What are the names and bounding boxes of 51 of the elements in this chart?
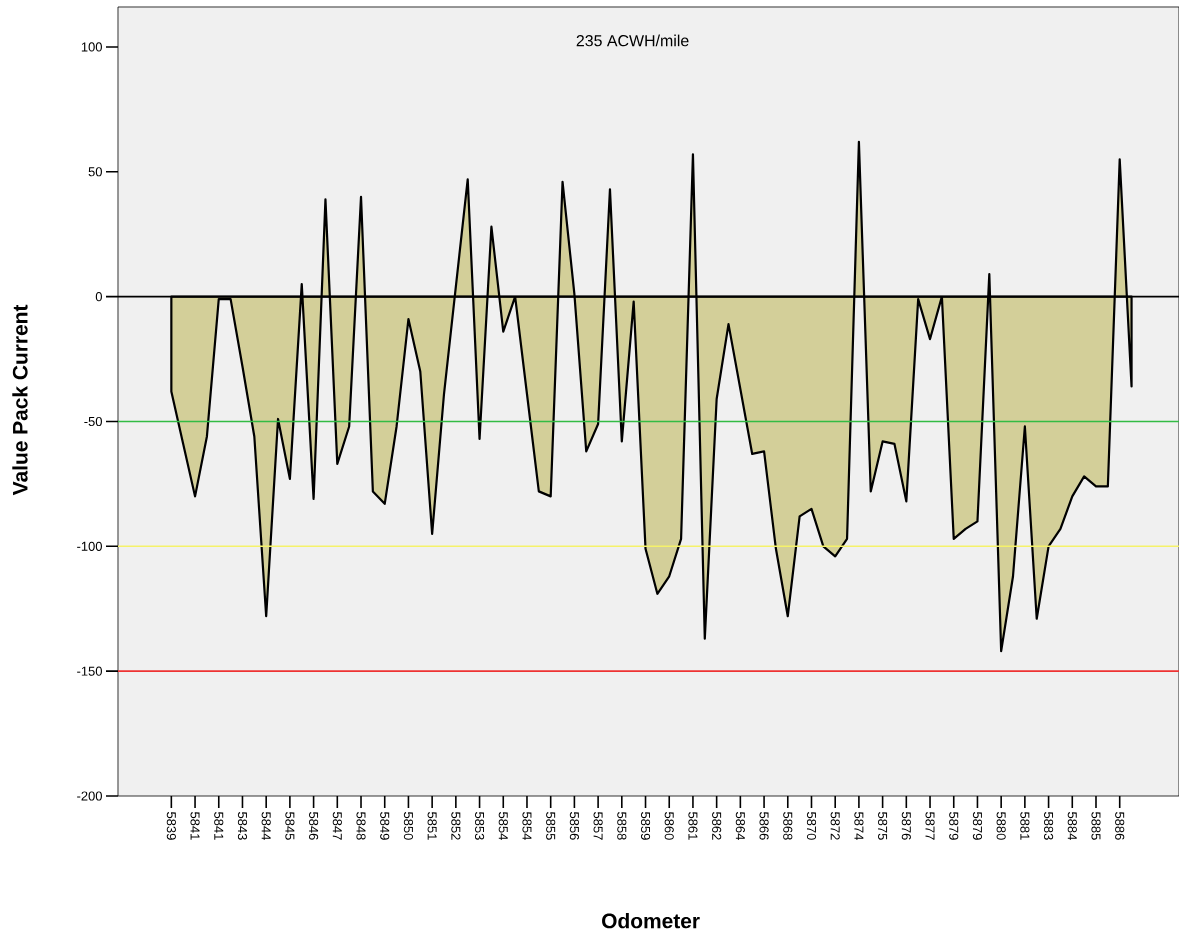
- x-tick-label: 5883: [1043, 812, 1054, 840]
- y-tick-label: 0: [95, 292, 102, 302]
- x-tick-label: 5853: [474, 812, 485, 840]
- y-tick-label: -50: [84, 416, 102, 427]
- y-tick-label: 50: [88, 167, 102, 177]
- x-tick-label: 5884: [1067, 812, 1077, 840]
- x-tick-label: 5846: [309, 812, 319, 840]
- x-tick-label: 5886: [1115, 812, 1125, 840]
- x-tick-label: 5866: [759, 812, 769, 840]
- x-tick-label: 5885: [1091, 812, 1101, 840]
- y-tick-label: 100: [81, 42, 102, 52]
- x-tick-label: 5879: [972, 812, 983, 840]
- x-tick-label: 5864: [735, 812, 745, 840]
- x-tick-label: 5858: [617, 812, 627, 840]
- x-tick-label: 5851: [427, 812, 437, 840]
- x-tick-label: 5880: [996, 812, 1006, 840]
- x-tick-label: 5841: [190, 812, 200, 840]
- x-tick-label: 5856: [569, 812, 579, 840]
- x-tick-label: 5881: [1020, 812, 1030, 840]
- x-tick-label: 5868: [783, 812, 793, 840]
- x-tick-label: 5854: [522, 812, 532, 840]
- x-tick-label: 5876: [901, 812, 911, 840]
- x-tick-label: 5850: [403, 812, 414, 840]
- x-tick-label: 5843: [237, 812, 248, 840]
- text: 235 ACWH/mile: [576, 34, 689, 47]
- x-tick-label: 5870: [806, 812, 817, 840]
- y-tick-label: -200: [77, 791, 102, 801]
- x-tick-label: 5862: [712, 812, 722, 840]
- x-tick-label: 5841: [214, 812, 224, 840]
- x-tick-label: 5849: [380, 812, 390, 840]
- y-axis-title: Value Pack Current: [12, 304, 28, 496]
- x-tick-label: 5877: [925, 812, 935, 840]
- x-tick-label: 5847: [332, 812, 342, 840]
- x-tick-label: 5874: [854, 812, 864, 840]
- x-tick-label: 5860: [664, 812, 674, 840]
- x-tick-label: 5872: [830, 812, 840, 840]
- x-tick-label: 5875: [878, 812, 888, 840]
- x-tick-label: 5857: [593, 812, 603, 840]
- x-tick-label: 5844: [261, 812, 271, 840]
- x-tick-label: 5845: [285, 812, 295, 840]
- x-tick-label: 5854: [498, 812, 508, 840]
- x-tick-label: 5848: [356, 812, 366, 840]
- x-tick-label: 5839: [166, 812, 176, 840]
- x-tick-label: 5859: [640, 812, 651, 840]
- y-tick-label: -100: [77, 541, 102, 551]
- x-tick-label: 5879: [949, 812, 959, 840]
- y-tick-label: -150: [77, 666, 102, 676]
- x-tick-label: 5855: [546, 812, 556, 840]
- x-tick-label: 5861: [688, 812, 698, 840]
- x-tick-label: 5852: [451, 812, 461, 840]
- x-axis-title: Odometer: [602, 912, 700, 929]
